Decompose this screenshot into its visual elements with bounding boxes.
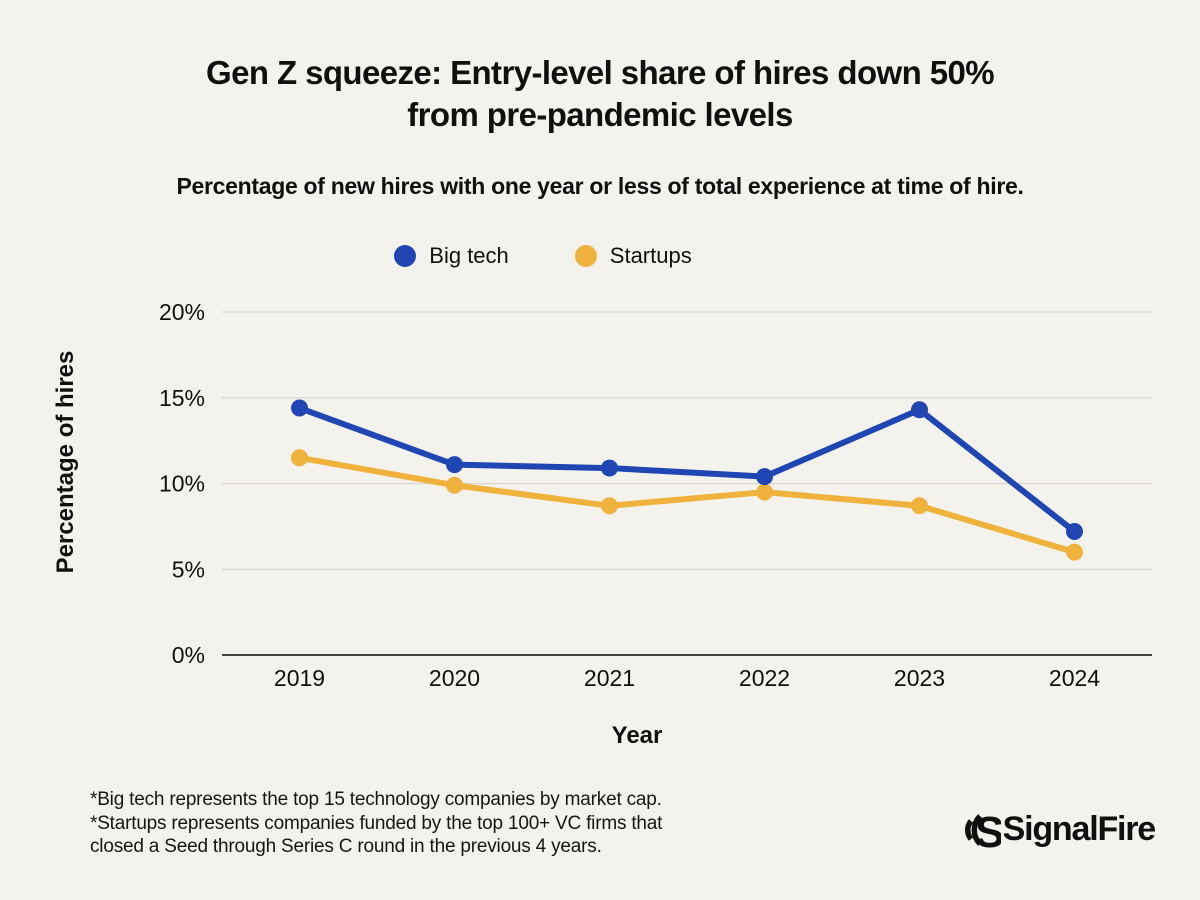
x-tick-label: 2024 (1049, 665, 1100, 691)
y-tick-label: 0% (172, 642, 205, 668)
data-point (756, 483, 773, 501)
footnote-line: *Big tech represents the top 15 technolo… (90, 789, 662, 810)
x-tick-label: 2023 (894, 665, 945, 691)
legend-label-startups: Startups (609, 243, 692, 268)
chart-title: Gen Z squeeze: Entry-level share of hire… (0, 52, 1200, 136)
chart-legend: Big tech Startups (0, 243, 1143, 269)
x-tick-label: 2019 (274, 665, 325, 691)
x-tick-label: 2021 (584, 665, 635, 691)
signalfire-logo-text: SignalFire (1002, 809, 1157, 848)
line-chart: 0% 5% 10% 15% 20% 2019 2020 2021 2022 2023 2024 (159, 299, 1152, 691)
data-point (1066, 543, 1083, 561)
data-point (601, 497, 618, 515)
y-tick-label: 15% (159, 385, 205, 411)
footnote-line: *Startups represents companies funded by… (90, 812, 663, 834)
footnote-line: closed a Seed through Series C round in … (90, 836, 602, 857)
y-tick-label: 10% (159, 471, 205, 497)
chart-subtitle: Percentage of new hires with one year or… (176, 173, 1024, 199)
signalfire-logo: S SignalFire (961, 804, 1157, 854)
data-point (1066, 523, 1083, 541)
signalfire-logo-mark: S (964, 808, 1001, 852)
data-point (291, 399, 308, 417)
chart-title-line1: Gen Z squeeze: Entry-level share of hire… (206, 54, 995, 91)
data-point (756, 468, 773, 486)
legend-dot-big-tech (394, 245, 417, 267)
chart-title-line2: from pre-pandemic levels (407, 96, 793, 133)
y-tick-label: 20% (159, 299, 205, 325)
legend-item-startups: Startups (574, 243, 692, 269)
data-point (601, 459, 618, 477)
legend-dot-startups (574, 245, 597, 267)
data-point (911, 497, 928, 515)
data-point (911, 401, 928, 419)
series-line (296, 405, 1078, 535)
data-point (446, 476, 463, 494)
series-line (296, 454, 1078, 556)
x-tick-label: 2022 (739, 665, 790, 691)
x-tick-label: 2020 (429, 665, 480, 691)
legend-label-big-tech: Big tech (429, 243, 509, 268)
data-point (291, 449, 308, 467)
y-axis-label: Percentage of hires (52, 350, 79, 574)
x-axis-label: Year (611, 722, 663, 749)
svg-text:S: S (975, 808, 1001, 852)
legend-item-big-tech: Big tech (394, 243, 509, 269)
data-point (446, 456, 463, 474)
footnote: *Big tech represents the top 15 technolo… (90, 788, 662, 859)
y-tick-label: 5% (172, 556, 205, 582)
